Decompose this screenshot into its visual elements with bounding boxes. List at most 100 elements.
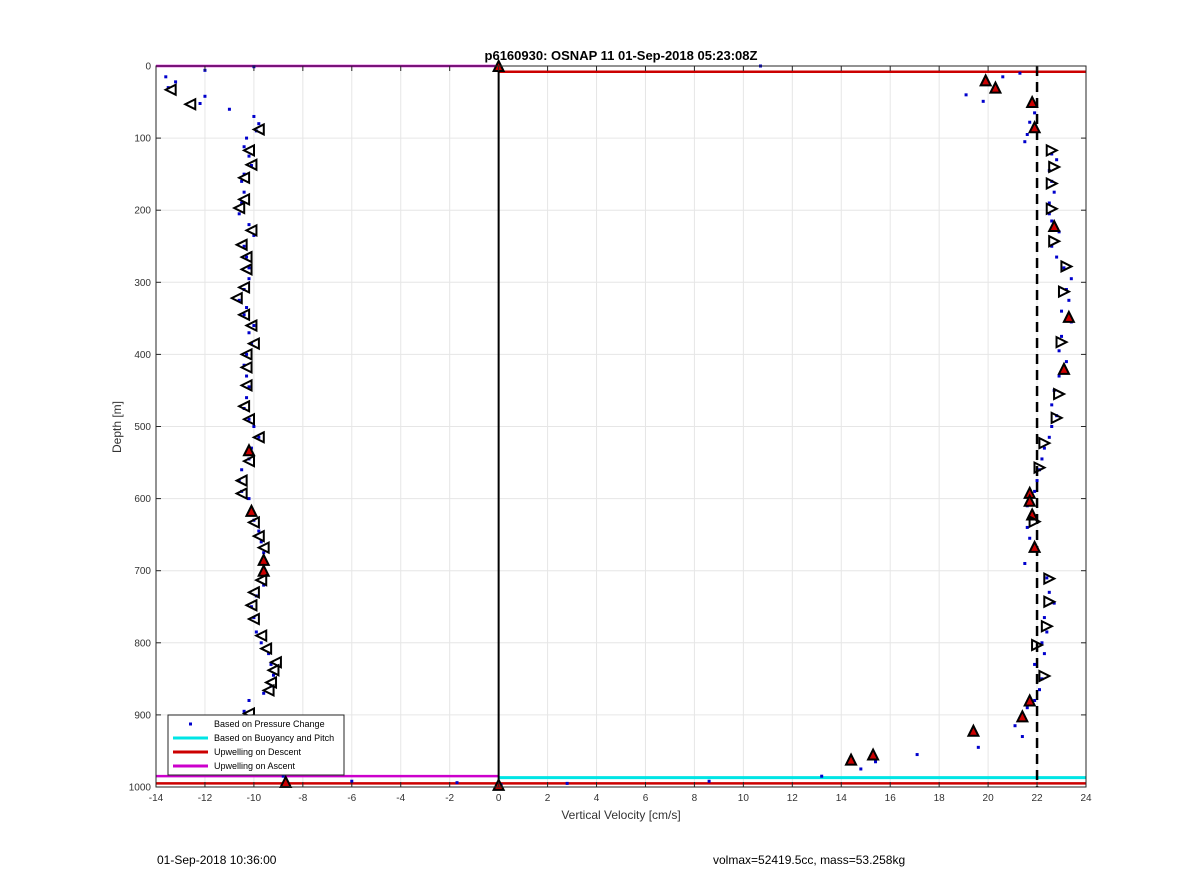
buoyancy-marker bbox=[236, 280, 251, 294]
buoyancy-marker bbox=[242, 443, 256, 457]
y-tick-label: 700 bbox=[134, 566, 151, 577]
pressure-point bbox=[252, 233, 256, 237]
pressure-point bbox=[257, 435, 261, 439]
buoyancy-marker bbox=[234, 238, 248, 252]
pressure-point bbox=[1025, 132, 1029, 136]
x-tick-label: -12 bbox=[198, 793, 213, 804]
pressure-point bbox=[245, 255, 249, 259]
buoyancy-marker bbox=[251, 430, 265, 444]
buoyancy-marker bbox=[866, 747, 880, 761]
x-tick-label: -6 bbox=[347, 793, 356, 804]
x-tick-label: 20 bbox=[983, 793, 995, 804]
buoyancy-marker bbox=[246, 336, 260, 351]
pressure-point bbox=[252, 425, 256, 428]
buoyancy-marker bbox=[1057, 361, 1071, 375]
pressure-point bbox=[1033, 111, 1037, 115]
pressure-point bbox=[874, 760, 878, 764]
buoyancy-marker bbox=[244, 318, 258, 333]
buoyancy-marker bbox=[239, 347, 253, 362]
pressure-point bbox=[237, 298, 241, 302]
buoyancy-marker bbox=[966, 723, 981, 737]
reference-lines bbox=[156, 64, 1086, 787]
buoyancy-marker bbox=[183, 97, 197, 111]
buoyancy-marker bbox=[241, 412, 255, 426]
pressure-point bbox=[1052, 190, 1056, 194]
legend-label: Based on Pressure Change bbox=[214, 719, 325, 729]
y-tick-label: 1000 bbox=[129, 783, 152, 794]
pressure-point bbox=[976, 745, 980, 749]
pressure-point bbox=[1060, 309, 1064, 313]
pressure-point bbox=[350, 779, 354, 783]
pressure-point bbox=[245, 396, 249, 400]
buoyancy-marker bbox=[246, 585, 260, 599]
x-tick-label: 24 bbox=[1080, 793, 1092, 804]
y-tick-label: 800 bbox=[134, 638, 151, 649]
pressure-point bbox=[203, 94, 207, 98]
buoyancy-marker bbox=[257, 552, 271, 566]
x-tick-label: 6 bbox=[643, 793, 649, 804]
pressure-point bbox=[1060, 334, 1064, 338]
pressure-point bbox=[252, 324, 256, 328]
pressure-point bbox=[1067, 298, 1071, 302]
pressure-point bbox=[281, 774, 285, 778]
pressure-point bbox=[820, 774, 824, 778]
buoyancy-marker bbox=[258, 641, 273, 656]
pressure-point bbox=[1047, 435, 1051, 439]
pressure-point bbox=[247, 331, 251, 335]
pressure-point bbox=[252, 114, 256, 118]
pressure-point bbox=[1040, 457, 1044, 461]
pressure-point bbox=[174, 80, 178, 84]
legend-label: Upwelling on Ascent bbox=[214, 761, 296, 771]
buoyancy-marker bbox=[239, 250, 253, 264]
buoyancy-marker bbox=[1043, 572, 1057, 586]
pressure-point bbox=[1042, 616, 1046, 620]
pressure-point bbox=[242, 145, 246, 149]
pressure-point bbox=[269, 662, 273, 666]
pressure-point bbox=[1001, 75, 1005, 79]
y-tick-label: 0 bbox=[145, 62, 151, 73]
pressure-point bbox=[1025, 706, 1029, 710]
pressure-point bbox=[1055, 158, 1059, 162]
pressure-point bbox=[257, 529, 261, 533]
x-tick-label: -14 bbox=[149, 793, 164, 804]
pressure-point bbox=[1050, 244, 1054, 248]
buoyancy-marker bbox=[234, 486, 248, 501]
pressure-point bbox=[1050, 403, 1054, 407]
pressure-point bbox=[245, 136, 249, 140]
pressure-point bbox=[455, 781, 459, 785]
pressure-point bbox=[247, 223, 251, 227]
pressure-point bbox=[1023, 140, 1027, 144]
pressure-point bbox=[262, 583, 266, 587]
x-tick-label: -4 bbox=[396, 793, 405, 804]
pressure-point bbox=[245, 352, 249, 356]
pressure-point bbox=[245, 374, 249, 378]
buoyancy-marker bbox=[244, 503, 259, 517]
x-tick-label: 8 bbox=[692, 793, 698, 804]
buoyancy-marker bbox=[239, 360, 253, 374]
pressure-point bbox=[1057, 349, 1061, 353]
buoyancy-marker bbox=[256, 541, 270, 555]
buoyancy-marker bbox=[1062, 309, 1076, 323]
buoyancy-marker bbox=[1027, 539, 1042, 553]
pressure-point bbox=[565, 781, 569, 785]
legend-label: Upwelling on Descent bbox=[214, 747, 302, 757]
pressure-point bbox=[240, 468, 244, 472]
pressure-point bbox=[1013, 724, 1017, 728]
pressure-point bbox=[240, 201, 244, 205]
buoyancy-marker bbox=[1033, 460, 1047, 475]
pressure-point bbox=[1028, 536, 1032, 540]
y-tick-label: 400 bbox=[134, 350, 151, 361]
axis-ticks: -14 -12 -10 -8 -6 -4 -2 0 2 4 6 8 10 12 14 16 18 20 22 2401… bbox=[129, 62, 1092, 805]
pressure-point bbox=[981, 99, 985, 103]
buoyancy-marker bbox=[1023, 493, 1037, 507]
buoyancy-marker bbox=[1045, 176, 1059, 191]
pressure-point bbox=[262, 691, 266, 695]
pressure-point bbox=[1018, 71, 1022, 75]
pressure-point bbox=[240, 179, 244, 183]
x-tick-label: 10 bbox=[738, 793, 750, 804]
buoyancy-marker bbox=[979, 73, 993, 87]
x-tick-label: 4 bbox=[594, 793, 600, 804]
buoyancy-marker bbox=[254, 573, 268, 587]
pressure-point bbox=[707, 779, 711, 783]
pressure-point bbox=[1035, 479, 1039, 483]
